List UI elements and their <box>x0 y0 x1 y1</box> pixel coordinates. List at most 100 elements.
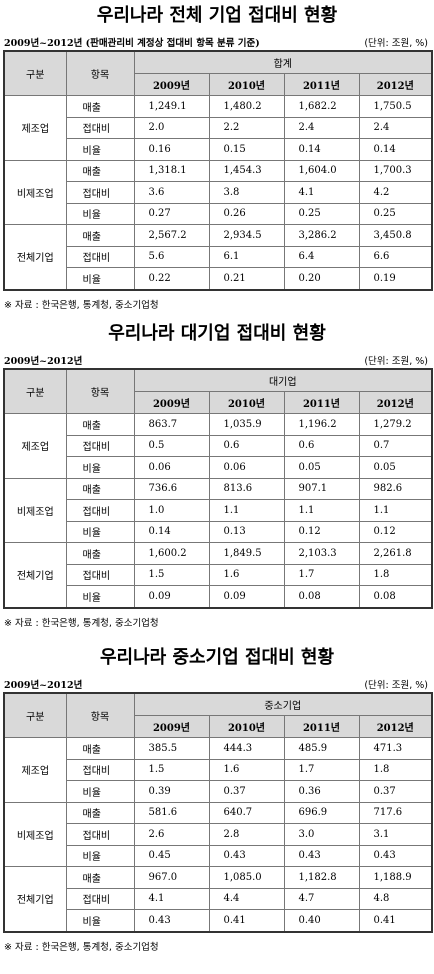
value-cell: 982.6 <box>358 477 433 500</box>
header-cell: 2012년 <box>358 391 433 414</box>
value-cell: 1,700.3 <box>358 159 433 182</box>
value-cell: 0.36 <box>283 780 360 803</box>
group-cell: 제조업 <box>3 737 67 803</box>
period: 2009년~2012년 <box>4 38 83 49</box>
value-cell: 0.16 <box>133 138 210 161</box>
table-row: 제조업 매출 385.5 444.3 485.9 471.3 <box>3 737 433 803</box>
section: 우리나라 대기업 접대비 현황 2009년~2012년 (단위: 조원, %) 구분 항… <box>0 318 434 629</box>
value-cell: 0.5 <box>133 434 210 457</box>
value-cell: 3.8 <box>208 181 285 204</box>
value-cell: 2.4 <box>283 116 360 139</box>
value-cell: 1,604.0 <box>283 159 360 182</box>
value-cell: 0.09 <box>208 585 285 608</box>
header-cell: 2009년 <box>133 391 210 414</box>
value-cell: 1,035.9 <box>208 413 285 436</box>
group-cell: 전체기업 <box>3 542 67 608</box>
item-cell: 접대비 <box>65 823 135 846</box>
table-row: 비율 0.16 0.15 0.14 0.14 <box>4 138 433 161</box>
header-cell: 2011년 <box>283 715 360 738</box>
value-cell: 907.1 <box>283 477 360 500</box>
value-cell: 4.1 <box>133 887 210 910</box>
value-cell: 0.20 <box>283 267 360 290</box>
value-cell: 0.27 <box>133 202 210 225</box>
header-row: 2009년 2010년 2011년 2012년 <box>4 391 433 414</box>
table-row: 비율 0.43 0.41 0.40 0.41 <box>4 909 433 932</box>
value-cell: 4.7 <box>283 887 360 910</box>
table-row: 전체기업 매출 967.0 1,085.0 1,182.8 1,188.9 <box>3 866 433 932</box>
header-cell: 2009년 <box>133 73 210 96</box>
item-cell: 비율 <box>65 844 135 867</box>
value-cell: 1,480.2 <box>208 95 285 118</box>
header-cell: 2010년 <box>208 73 285 96</box>
period-line: 2009년~2012년 <box>4 353 82 367</box>
table-row: 비율 0.27 0.26 0.25 0.25 <box>4 202 433 225</box>
value-cell: 4.1 <box>283 181 360 204</box>
value-cell: 0.25 <box>283 202 360 225</box>
value-cell: 1,196.2 <box>283 413 360 436</box>
value-cell: 485.9 <box>283 737 360 760</box>
value-cell: 1.6 <box>208 758 285 781</box>
group-cell: 비제조업 <box>3 477 67 543</box>
header-cell: 항목 <box>65 692 135 738</box>
period-line: 2009년~2012년 (판매관리비 계정상 접대비 항목 분류 기준) <box>4 35 260 49</box>
table-row: 접대비 1.5 1.6 1.7 1.8 <box>4 563 433 586</box>
value-cell: 0.05 <box>358 456 433 479</box>
period-line: 2009년~2012년 <box>4 677 82 691</box>
value-cell: 6.4 <box>283 245 360 268</box>
table-row: 접대비 4.1 4.4 4.7 4.8 <box>4 887 433 910</box>
subtitle-row: 2009년~2012년 (단위: 조원, %) <box>0 674 434 692</box>
value-cell: 2.8 <box>208 823 285 846</box>
header-cell: 항목 <box>65 50 135 96</box>
header-row: 구분 항목 중소기업 <box>3 692 433 738</box>
header-cell: 2012년 <box>358 73 433 96</box>
value-cell: 1.1 <box>283 499 360 522</box>
value-cell: 1.6 <box>208 563 285 586</box>
value-cell: 4.2 <box>358 181 433 204</box>
value-cell: 1,750.5 <box>358 95 433 118</box>
table-row: 제조업 매출 1,249.1 1,480.2 1,682.2 1,750.5 <box>3 95 433 161</box>
value-cell: 0.21 <box>208 267 285 290</box>
value-cell: 581.6 <box>133 801 210 824</box>
value-cell: 2.0 <box>133 116 210 139</box>
table-row: 접대비 2.0 2.2 2.4 2.4 <box>4 116 433 139</box>
table-row: 비율 0.45 0.43 0.43 0.43 <box>4 844 433 867</box>
header-cell: 구분 <box>3 368 67 414</box>
table-row: 접대비 2.6 2.8 3.0 3.1 <box>4 823 433 846</box>
item-cell: 접대비 <box>65 499 135 522</box>
value-cell: 0.41 <box>208 909 285 932</box>
value-cell: 4.8 <box>358 887 433 910</box>
value-cell: 0.12 <box>283 520 360 543</box>
value-cell: 1,454.3 <box>208 159 285 182</box>
value-cell: 0.09 <box>133 585 210 608</box>
source-note: ※ 자료 : 한국은행, 통계청, 중소기업청 <box>4 941 159 953</box>
group-cell: 전체기업 <box>3 866 67 932</box>
source-note: ※ 자료 : 한국은행, 통계청, 중소기업청 <box>4 299 159 311</box>
table-row: 비제조업 매출 1,318.1 1,454.3 1,604.0 1,700.3 <box>3 159 433 225</box>
item-cell: 접대비 <box>65 181 135 204</box>
data-table: 구분 항목 합계 2009년 2010년 2011년 2012년 제조업 매출 1,249.1 1,… <box>3 50 434 291</box>
group-cell: 비제조업 <box>3 801 67 867</box>
value-cell: 0.19 <box>358 267 433 290</box>
value-cell: 0.39 <box>133 780 210 803</box>
subtitle-row: 2009년~2012년 (단위: 조원, %) <box>0 350 434 368</box>
header-cell: 중소기업 <box>133 692 433 716</box>
value-cell: 0.43 <box>133 909 210 932</box>
value-cell: 967.0 <box>133 866 210 889</box>
header-cell: 2011년 <box>283 73 360 96</box>
value-cell: 0.37 <box>208 780 285 803</box>
section-title: 우리나라 중소기업 접대비 현황 <box>99 647 335 668</box>
value-cell: 2.2 <box>208 116 285 139</box>
item-cell: 매출 <box>65 413 135 436</box>
value-cell: 1.1 <box>358 499 433 522</box>
item-cell: 매출 <box>65 477 135 500</box>
table-row: 전체기업 매출 2,567.2 2,934.5 3,286.2 3,450.8 <box>3 224 433 290</box>
item-cell: 비율 <box>65 585 135 608</box>
period: 2009년~2012년 <box>4 356 83 367</box>
value-cell: 5.6 <box>133 245 210 268</box>
value-cell: 813.6 <box>208 477 285 500</box>
header-cell: 구분 <box>3 50 67 96</box>
value-cell: 3.1 <box>358 823 433 846</box>
value-cell: 1,600.2 <box>133 542 210 565</box>
header-row: 구분 항목 대기업 <box>3 368 433 414</box>
value-cell: 6.6 <box>358 245 433 268</box>
